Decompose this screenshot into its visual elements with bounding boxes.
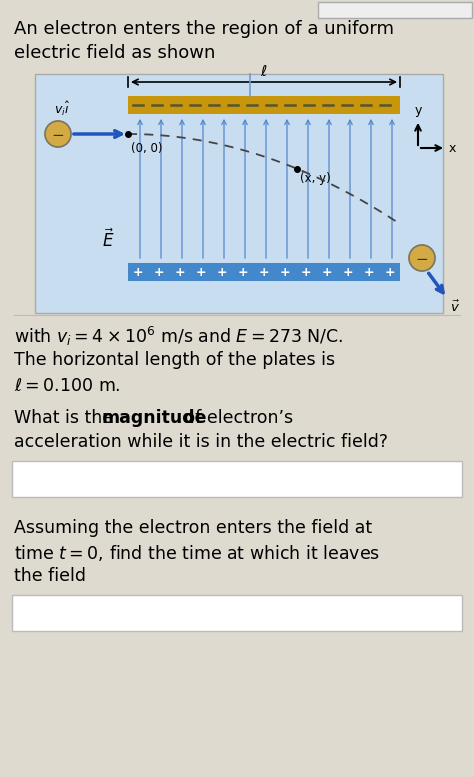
Text: (x, y): (x, y) xyxy=(300,172,330,185)
Text: What is the: What is the xyxy=(14,409,118,427)
Text: $\vec{E}$: $\vec{E}$ xyxy=(102,228,114,251)
Text: +: + xyxy=(154,266,164,278)
Text: +: + xyxy=(133,266,143,278)
Text: −: − xyxy=(52,127,64,142)
Text: x: x xyxy=(449,141,456,155)
Text: with $v_i = 4 \times 10^6$ m/s and $E = 273$ N/C.: with $v_i = 4 \times 10^6$ m/s and $E = … xyxy=(14,325,344,348)
Text: the field: the field xyxy=(14,567,86,585)
Text: +: + xyxy=(322,266,332,278)
Text: An electron enters the region of a uniform: An electron enters the region of a unifo… xyxy=(14,20,394,38)
Text: +: + xyxy=(343,266,353,278)
Text: Assuming the electron enters the field at: Assuming the electron enters the field a… xyxy=(14,519,372,537)
Text: magnitude: magnitude xyxy=(102,409,208,427)
Text: time $t = 0$, find the time at which it leaves: time $t = 0$, find the time at which it … xyxy=(14,543,380,563)
Text: The horizontal length of the plates is: The horizontal length of the plates is xyxy=(14,351,335,369)
Text: y: y xyxy=(414,104,422,117)
Bar xyxy=(128,96,400,114)
Text: electric field as shown: electric field as shown xyxy=(14,44,215,62)
Text: of electron’s: of electron’s xyxy=(179,409,293,427)
Text: +: + xyxy=(280,266,290,278)
Text: $\ell = 0.100$ m.: $\ell = 0.100$ m. xyxy=(14,377,120,395)
Text: acceleration while it is in the electric field?: acceleration while it is in the electric… xyxy=(14,433,388,451)
Text: $v_i\hat{\imath}$: $v_i\hat{\imath}$ xyxy=(54,99,70,118)
Text: (0, 0): (0, 0) xyxy=(131,142,163,155)
Text: −: − xyxy=(416,252,428,267)
Circle shape xyxy=(45,121,71,147)
Bar xyxy=(35,74,443,313)
Text: $\vec{v}$: $\vec{v}$ xyxy=(450,300,460,315)
Text: +: + xyxy=(175,266,185,278)
Text: +: + xyxy=(217,266,228,278)
Text: +: + xyxy=(259,266,269,278)
Text: +: + xyxy=(237,266,248,278)
Text: +: + xyxy=(385,266,395,278)
Circle shape xyxy=(409,245,435,271)
Text: +: + xyxy=(301,266,311,278)
FancyBboxPatch shape xyxy=(12,461,462,497)
Bar xyxy=(128,263,400,281)
Text: +: + xyxy=(196,266,206,278)
Text: $\ell$: $\ell$ xyxy=(260,64,268,79)
FancyBboxPatch shape xyxy=(12,595,462,631)
Text: +: + xyxy=(364,266,374,278)
FancyBboxPatch shape xyxy=(318,2,472,18)
